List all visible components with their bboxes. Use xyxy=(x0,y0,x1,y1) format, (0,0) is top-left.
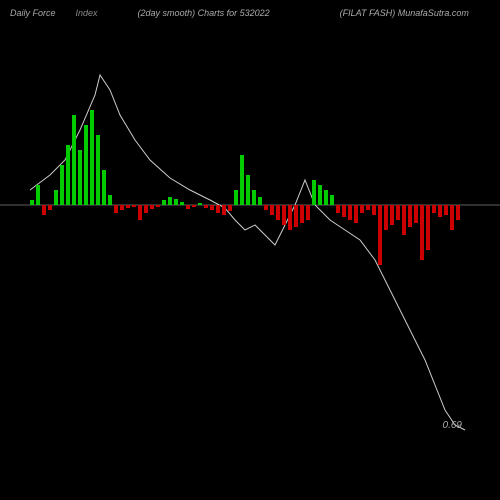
force-bar xyxy=(216,205,220,213)
title-label: Daily Force xyxy=(10,8,56,18)
force-bar xyxy=(456,205,460,220)
force-bar xyxy=(42,205,46,215)
force-bar xyxy=(444,205,448,215)
force-bar xyxy=(54,190,58,205)
force-bar xyxy=(204,205,208,208)
force-bar xyxy=(276,205,280,220)
force-bar xyxy=(60,165,64,205)
sub-label: Index xyxy=(76,8,98,18)
force-bar xyxy=(408,205,412,227)
force-bar xyxy=(198,203,202,205)
force-bar xyxy=(66,145,70,205)
force-bar xyxy=(234,190,238,205)
force-bar xyxy=(96,135,100,205)
force-bar xyxy=(414,205,418,223)
force-bar xyxy=(30,200,34,205)
force-bar xyxy=(144,205,148,213)
force-bar xyxy=(78,150,82,205)
force-bar xyxy=(426,205,430,250)
force-bar xyxy=(102,170,106,205)
force-bar xyxy=(108,195,112,205)
price-line xyxy=(30,75,465,430)
force-bar xyxy=(222,205,226,215)
force-bar xyxy=(174,199,178,205)
force-bar xyxy=(390,205,394,225)
force-bar xyxy=(420,205,424,260)
force-bar xyxy=(228,205,232,211)
force-bar xyxy=(72,115,76,205)
force-bar xyxy=(312,180,316,205)
force-bar xyxy=(258,197,262,205)
force-bar xyxy=(336,205,340,213)
force-bar xyxy=(48,205,52,210)
force-bar xyxy=(432,205,436,213)
force-bar xyxy=(318,185,322,205)
force-bar xyxy=(360,205,364,213)
force-bar xyxy=(114,205,118,213)
force-bar xyxy=(156,205,160,207)
force-bar xyxy=(366,205,370,210)
force-bar xyxy=(186,205,190,209)
force-bar xyxy=(306,205,310,220)
ticker-label: (FILAT FASH) MunafaSutra.com xyxy=(340,8,469,18)
force-bar xyxy=(342,205,346,217)
force-bar xyxy=(126,205,130,208)
force-bar xyxy=(246,175,250,205)
force-bar xyxy=(282,205,286,225)
force-bar xyxy=(36,185,40,205)
force-bar xyxy=(354,205,358,223)
force-bar xyxy=(270,205,274,215)
force-bar xyxy=(120,205,124,210)
force-bar xyxy=(90,110,94,205)
force-bar xyxy=(384,205,388,230)
force-bar xyxy=(168,197,172,205)
force-bar xyxy=(438,205,442,217)
chart-container: { "header": { "title": "Daily Force", "s… xyxy=(0,0,500,500)
force-bar xyxy=(324,190,328,205)
force-bar xyxy=(150,205,154,209)
force-bar xyxy=(330,195,334,205)
force-bar xyxy=(252,190,256,205)
force-bar xyxy=(180,202,184,205)
force-bar xyxy=(378,205,382,265)
force-bar xyxy=(138,205,142,220)
force-bar xyxy=(264,205,268,210)
force-bar xyxy=(132,205,136,207)
chart-header: Daily Force Index (2day smooth) Charts f… xyxy=(0,0,500,26)
force-bars xyxy=(30,110,460,265)
chart-svg xyxy=(0,30,500,470)
force-bar xyxy=(294,205,298,227)
smooth-label: (2day smooth) Charts for 532022 xyxy=(138,8,270,18)
force-bar xyxy=(396,205,400,220)
force-bar xyxy=(84,125,88,205)
force-bar xyxy=(372,205,376,215)
force-bar xyxy=(348,205,352,220)
force-bar xyxy=(240,155,244,205)
force-bar xyxy=(162,200,166,205)
force-bar xyxy=(210,205,214,210)
chart-plot-area: 0.69 xyxy=(0,30,500,470)
force-bar xyxy=(192,205,196,207)
force-bar xyxy=(300,205,304,223)
price-value-label: 0.69 xyxy=(443,420,462,431)
force-bar xyxy=(450,205,454,230)
force-bar xyxy=(288,205,292,230)
force-bar xyxy=(402,205,406,235)
